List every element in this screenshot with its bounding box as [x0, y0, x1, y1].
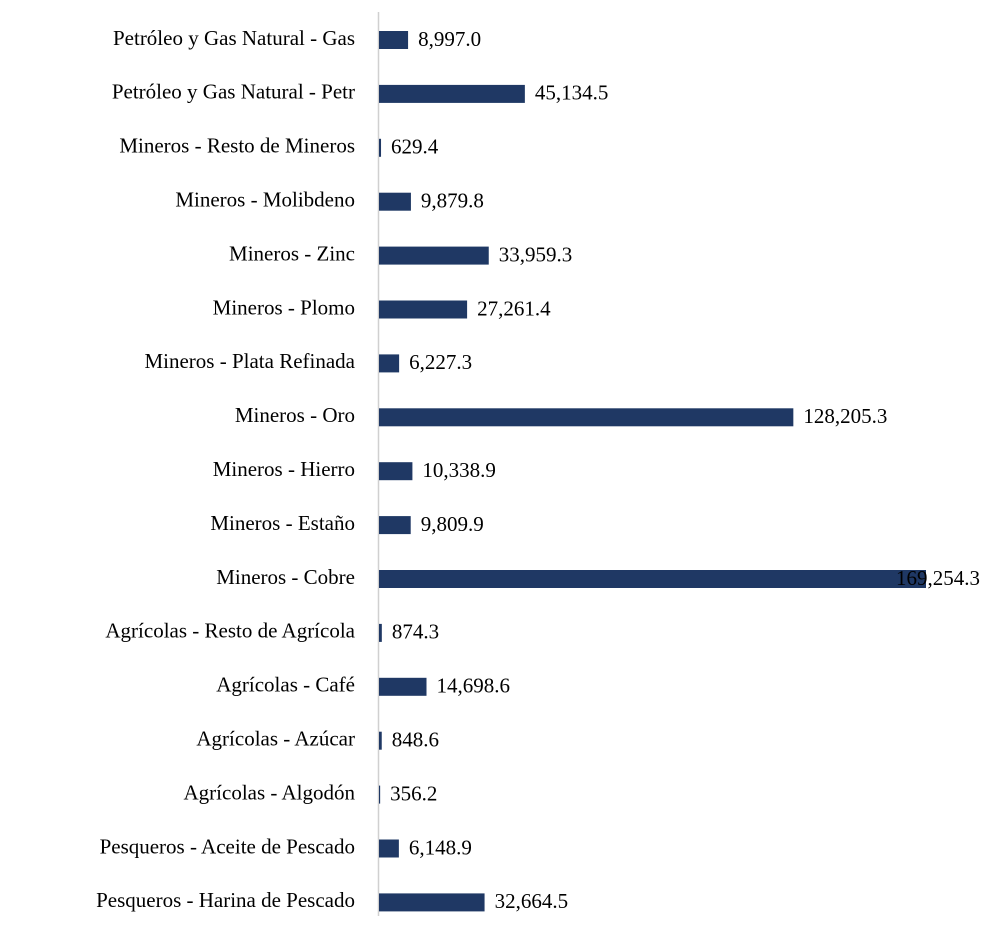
- value-label: 128,205.3: [803, 404, 887, 428]
- category-label: Pesqueros - Aceite de Pescado: [100, 834, 355, 858]
- value-label: 629.4: [391, 135, 439, 159]
- bar: [379, 300, 468, 319]
- bar: [379, 462, 413, 481]
- category-label: Agrícolas - Algodón: [184, 780, 356, 804]
- bar: [379, 192, 411, 211]
- category-label: Mineros - Zinc: [229, 241, 355, 265]
- category-label: Mineros - Oro: [235, 403, 355, 427]
- category-label: Petróleo y Gas Natural - Petr: [112, 80, 355, 104]
- value-label: 8,997.0: [418, 27, 481, 51]
- bar: [379, 893, 485, 912]
- bar: [379, 839, 399, 858]
- value-label: 169,254.3: [896, 566, 980, 590]
- bar: [379, 138, 382, 157]
- value-label: 32,664.5: [495, 889, 569, 913]
- category-label: Mineros - Molibdeno: [175, 188, 355, 212]
- value-label: 9,879.8: [421, 189, 484, 213]
- value-label: 33,959.3: [499, 242, 573, 266]
- bar: [379, 570, 926, 588]
- category-label: Mineros - Plata Refinada: [144, 349, 355, 373]
- value-label: 10,338.9: [422, 458, 496, 482]
- bar: [379, 84, 525, 103]
- category-label: Pesqueros - Harina de Pescado: [96, 888, 355, 912]
- category-label: Agrícolas - Resto de Agrícola: [105, 619, 355, 643]
- value-label: 14,698.6: [437, 674, 511, 698]
- value-label: 848.6: [392, 728, 439, 752]
- category-label: Mineros - Resto de Mineros: [119, 134, 355, 158]
- category-label: Mineros - Plomo: [213, 295, 355, 319]
- value-label: 6,148.9: [409, 835, 472, 859]
- bar: [379, 516, 411, 535]
- category-label: Mineros - Hierro: [213, 457, 355, 481]
- bar: [379, 731, 382, 750]
- category-label: Mineros - Cobre: [216, 565, 355, 589]
- category-label: Petróleo y Gas Natural - Gas: [113, 26, 355, 50]
- value-label: 6,227.3: [409, 350, 472, 374]
- bar: [379, 31, 409, 49]
- bar: [379, 408, 794, 427]
- value-label: 874.3: [392, 620, 439, 644]
- bar: [379, 785, 381, 804]
- bar: [379, 623, 382, 642]
- value-label: 356.2: [390, 781, 437, 805]
- bar: [379, 246, 489, 265]
- category-label: Agrícolas - Café: [216, 673, 355, 697]
- value-label: 9,809.9: [421, 512, 484, 536]
- category-label: Agrícolas - Azúcar: [196, 727, 355, 751]
- bar: [379, 677, 427, 696]
- category-label: Mineros - Estaño: [210, 511, 355, 535]
- bar: [379, 354, 400, 373]
- value-label: 27,261.4: [477, 296, 551, 320]
- value-label: 45,134.5: [535, 81, 609, 105]
